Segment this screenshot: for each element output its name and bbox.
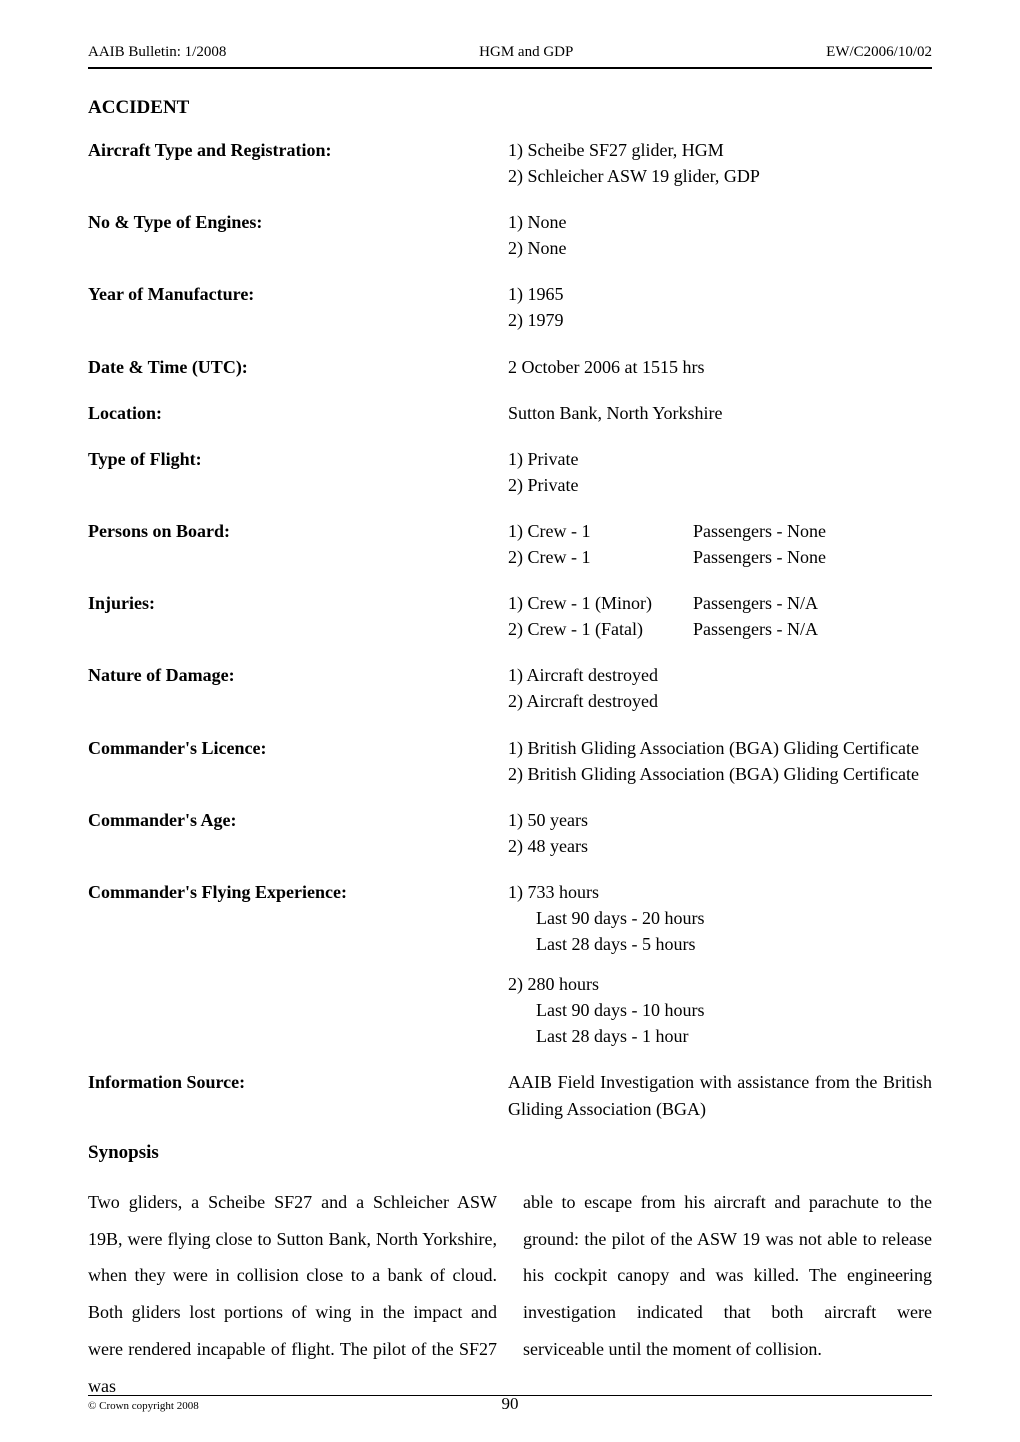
- value-flight-type: 1) Private 2) Private: [508, 446, 932, 498]
- label-engines: No & Type of Engines:: [88, 209, 508, 261]
- value-line: 1) Aircraft destroyed: [508, 662, 932, 688]
- value-line: 1) 733 hours: [508, 879, 932, 905]
- value-licence: 1) British Gliding Association (BGA) Gli…: [508, 735, 932, 787]
- value-line: Passengers - None: [693, 518, 932, 544]
- footer-copyright: © Crown copyright 2008: [88, 1400, 199, 1412]
- value-line: Last 28 days - 5 hours: [508, 931, 932, 957]
- field-aircraft-type: Aircraft Type and Registration: 1) Schei…: [88, 137, 932, 189]
- label-damage: Nature of Damage:: [88, 662, 508, 714]
- value-datetime: 2 October 2006 at 1515 hrs: [508, 354, 932, 380]
- field-licence: Commander's Licence: 1) British Gliding …: [88, 735, 932, 787]
- field-persons: Persons on Board: 1) Crew - 1 Passengers…: [88, 518, 932, 570]
- value-aircraft-type: 1) Scheibe SF27 glider, HGM 2) Schleiche…: [508, 137, 932, 189]
- value-line: 2) Aircraft destroyed: [508, 688, 932, 714]
- label-licence: Commander's Licence:: [88, 735, 508, 787]
- value-line: 2) Crew - 1 (Fatal): [508, 616, 693, 642]
- value-line: 2) Schleicher ASW 19 glider, GDP: [508, 163, 932, 189]
- value-engines: 1) None 2) None: [508, 209, 932, 261]
- value-line: 1) 50 years: [508, 807, 932, 833]
- value-line: Passengers - None: [693, 544, 932, 570]
- header-left: AAIB Bulletin: 1/2008: [88, 44, 226, 61]
- header-rule: [88, 67, 932, 69]
- footer-spacer: [929, 1400, 932, 1412]
- value-line: 2) Private: [508, 472, 932, 498]
- field-age: Commander's Age: 1) 50 years 2) 48 years: [88, 807, 932, 859]
- label-injuries: Injuries:: [88, 590, 508, 642]
- label-persons: Persons on Board:: [88, 518, 508, 570]
- synopsis-right: able to escape from his aircraft and par…: [523, 1184, 932, 1405]
- value-line: 2) 48 years: [508, 833, 932, 859]
- value-age: 1) 50 years 2) 48 years: [508, 807, 932, 859]
- value-injuries: 1) Crew - 1 (Minor) Passengers - N/A 2) …: [508, 590, 932, 642]
- field-year: Year of Manufacture: 1) 1965 2) 1979: [88, 281, 932, 333]
- label-year: Year of Manufacture:: [88, 281, 508, 333]
- value-line: Last 90 days - 10 hours: [508, 997, 932, 1023]
- field-engines: No & Type of Engines: 1) None 2) None: [88, 209, 932, 261]
- section-title: ACCIDENT: [88, 97, 932, 119]
- label-age: Commander's Age:: [88, 807, 508, 859]
- label-experience: Commander's Flying Experience:: [88, 879, 508, 1050]
- synopsis-left: Two gliders, a Scheibe SF27 and a Schlei…: [88, 1184, 497, 1405]
- value-year: 1) 1965 2) 1979: [508, 281, 932, 333]
- field-flight-type: Type of Flight: 1) Private 2) Private: [88, 446, 932, 498]
- label-location: Location:: [88, 400, 508, 426]
- value-line: 1) None: [508, 209, 932, 235]
- value-source: AAIB Field Investigation with assistance…: [508, 1069, 932, 1121]
- value-line: 2) 1979: [508, 307, 932, 333]
- header-right: EW/C2006/10/02: [826, 44, 932, 61]
- synopsis-title: Synopsis: [88, 1142, 932, 1164]
- value-line: 2) British Gliding Association (BGA) Gli…: [508, 761, 932, 787]
- field-source: Information Source: AAIB Field Investiga…: [88, 1069, 932, 1121]
- value-line: 2) None: [508, 235, 932, 261]
- value-line: 1) Scheibe SF27 glider, HGM: [508, 137, 932, 163]
- field-datetime: Date & Time (UTC): 2 October 2006 at 151…: [88, 354, 932, 380]
- value-line: 2) 280 hours: [508, 971, 932, 997]
- page-number: 90: [502, 1394, 519, 1414]
- value-damage: 1) Aircraft destroyed 2) Aircraft destro…: [508, 662, 932, 714]
- field-injuries: Injuries: 1) Crew - 1 (Minor) Passengers…: [88, 590, 932, 642]
- value-line: 2) Crew - 1: [508, 544, 693, 570]
- value-line: 1) British Gliding Association (BGA) Gli…: [508, 735, 932, 761]
- value-persons: 1) Crew - 1 Passengers - None 2) Crew - …: [508, 518, 932, 570]
- header-center: HGM and GDP: [479, 44, 573, 61]
- label-source: Information Source:: [88, 1069, 508, 1121]
- value-line: Last 28 days - 1 hour: [508, 1023, 932, 1049]
- value-line: 1) Crew - 1: [508, 518, 693, 544]
- label-datetime: Date & Time (UTC):: [88, 354, 508, 380]
- value-line: Passengers - N/A: [693, 590, 932, 616]
- value-line: Last 90 days - 20 hours: [508, 905, 932, 931]
- label-flight-type: Type of Flight:: [88, 446, 508, 498]
- page: AAIB Bulletin: 1/2008 HGM and GDP EW/C20…: [0, 0, 1020, 1442]
- field-location: Location: Sutton Bank, North Yorkshire: [88, 400, 932, 426]
- value-experience: 1) 733 hours Last 90 days - 20 hours Las…: [508, 879, 932, 1050]
- value-line: 1) Crew - 1 (Minor): [508, 590, 693, 616]
- value-line: Passengers - N/A: [693, 616, 932, 642]
- value-line: 1) Private: [508, 446, 932, 472]
- header-row: AAIB Bulletin: 1/2008 HGM and GDP EW/C20…: [88, 44, 932, 61]
- field-damage: Nature of Damage: 1) Aircraft destroyed …: [88, 662, 932, 714]
- synopsis-columns: Two gliders, a Scheibe SF27 and a Schlei…: [88, 1184, 932, 1405]
- field-experience: Commander's Flying Experience: 1) 733 ho…: [88, 879, 932, 1050]
- value-location: Sutton Bank, North Yorkshire: [508, 400, 932, 426]
- footer: © Crown copyright 2008 90: [88, 1395, 932, 1412]
- label-aircraft-type: Aircraft Type and Registration:: [88, 137, 508, 189]
- value-line: 1) 1965: [508, 281, 932, 307]
